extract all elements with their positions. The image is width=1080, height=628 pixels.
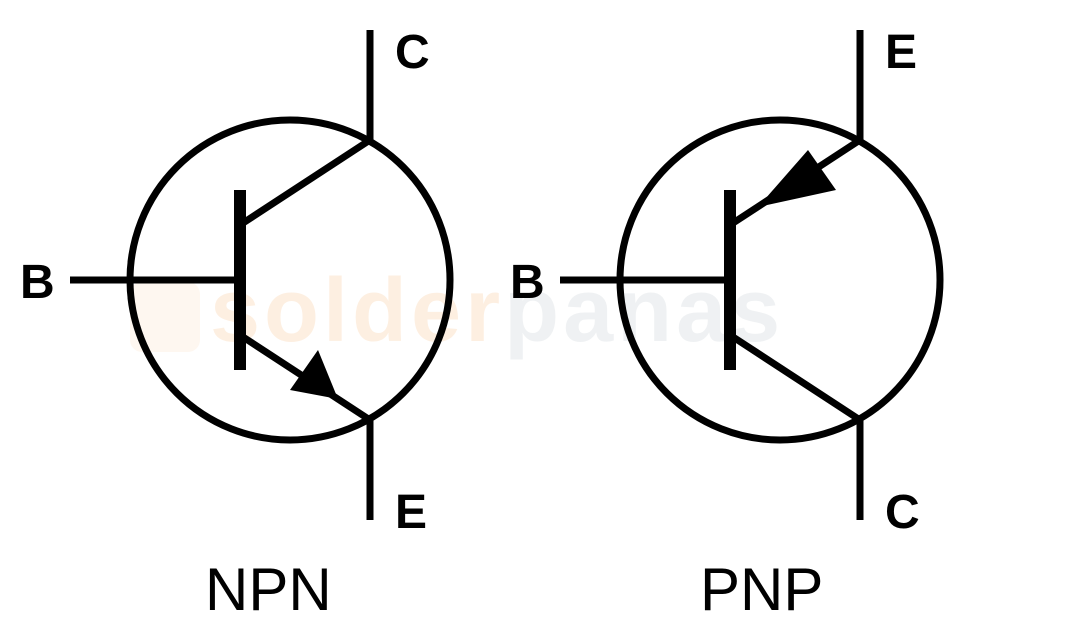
pnp-collector-label: C — [885, 485, 920, 540]
npn-symbol — [70, 30, 450, 520]
pnp-symbol — [560, 30, 940, 520]
npn-collector-diag — [240, 140, 370, 225]
npn-type-label: NPN — [205, 555, 332, 624]
pnp-emitter-label: E — [885, 25, 917, 80]
pnp-base-label: B — [510, 255, 545, 310]
pnp-emitter-arrow — [758, 150, 836, 207]
npn-collector-label: C — [395, 25, 430, 80]
pnp-collector-diag — [730, 335, 860, 420]
pnp-type-label: PNP — [700, 555, 823, 624]
npn-emitter-label: E — [395, 485, 427, 540]
npn-base-label: B — [20, 255, 55, 310]
